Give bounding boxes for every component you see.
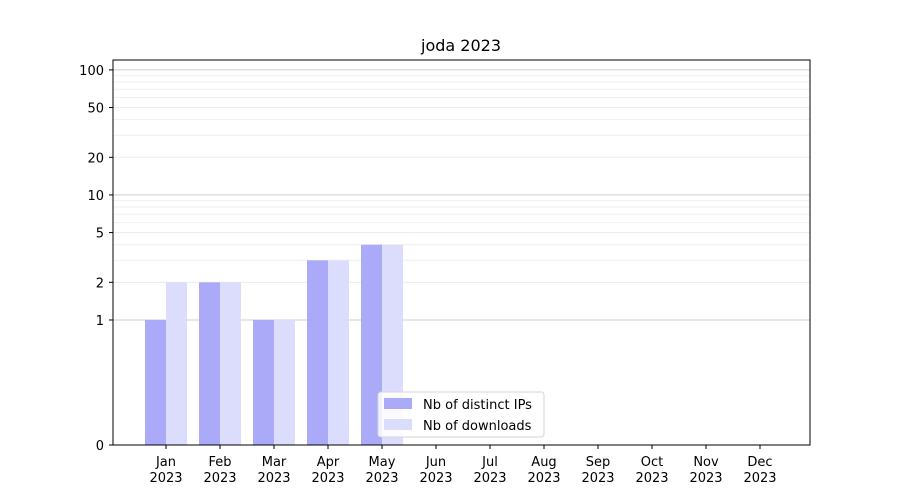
legend-label: Nb of distinct IPs bbox=[423, 398, 532, 413]
bar-distinct-ips bbox=[145, 319, 166, 445]
y-tick-label: 0 bbox=[96, 439, 104, 454]
bar-distinct-ips bbox=[253, 319, 274, 445]
chart-title: joda 2023 bbox=[420, 36, 501, 55]
y-tick-label: 10 bbox=[87, 189, 104, 204]
x-tick-label: Apr 2023 bbox=[311, 455, 344, 486]
y-tick-label: 1 bbox=[96, 314, 104, 329]
x-tick-label: Jun 2023 bbox=[419, 455, 452, 486]
y-tick-label: 50 bbox=[87, 102, 104, 117]
legend-swatch bbox=[384, 398, 412, 409]
bar-distinct-ips bbox=[307, 260, 328, 445]
plot-frame bbox=[112, 59, 811, 446]
x-axis-ticks: Jan 2023 Feb 2023 Mar 2023 Apr 2023 May 2023 Jun 20… bbox=[149, 445, 777, 486]
bar-distinct-ips bbox=[361, 244, 382, 445]
x-tick-label: Jul 2023 bbox=[473, 455, 506, 486]
x-tick-label: May 2023 bbox=[365, 455, 398, 486]
bar-downloads bbox=[274, 319, 295, 445]
bar-downloads bbox=[220, 282, 241, 445]
bar-downloads bbox=[166, 282, 187, 445]
y-tick-label: 20 bbox=[87, 151, 104, 166]
y-tick-label: 2 bbox=[96, 276, 104, 291]
y-axis-ticks: 0 1 2 5 10 20 50 100 bbox=[79, 64, 113, 454]
bar-distinct-ips bbox=[199, 282, 220, 445]
x-tick-label: Oct 2023 bbox=[635, 455, 668, 486]
legend-label: Nb of downloads bbox=[423, 419, 532, 434]
x-tick-label: Aug 2023 bbox=[527, 455, 560, 486]
x-tick-label: Feb 2023 bbox=[203, 455, 236, 486]
bar-downloads bbox=[328, 260, 349, 445]
legend-box bbox=[377, 391, 545, 438]
x-tick-label: Nov 2023 bbox=[689, 455, 722, 486]
y-tick-label: 100 bbox=[79, 64, 104, 79]
x-tick-label: Jan 2023 bbox=[149, 455, 182, 486]
x-tick-label: Sep 2023 bbox=[581, 455, 614, 486]
legend-swatch bbox=[384, 419, 412, 430]
x-tick-label: Mar 2023 bbox=[257, 455, 290, 486]
x-tick-label: Dec 2023 bbox=[743, 455, 776, 486]
y-tick-label: 5 bbox=[96, 227, 104, 242]
grid-lines bbox=[113, 69, 810, 321]
legend: Nb of distinct IPs Nb of downloads bbox=[377, 391, 545, 438]
bars bbox=[145, 244, 403, 445]
